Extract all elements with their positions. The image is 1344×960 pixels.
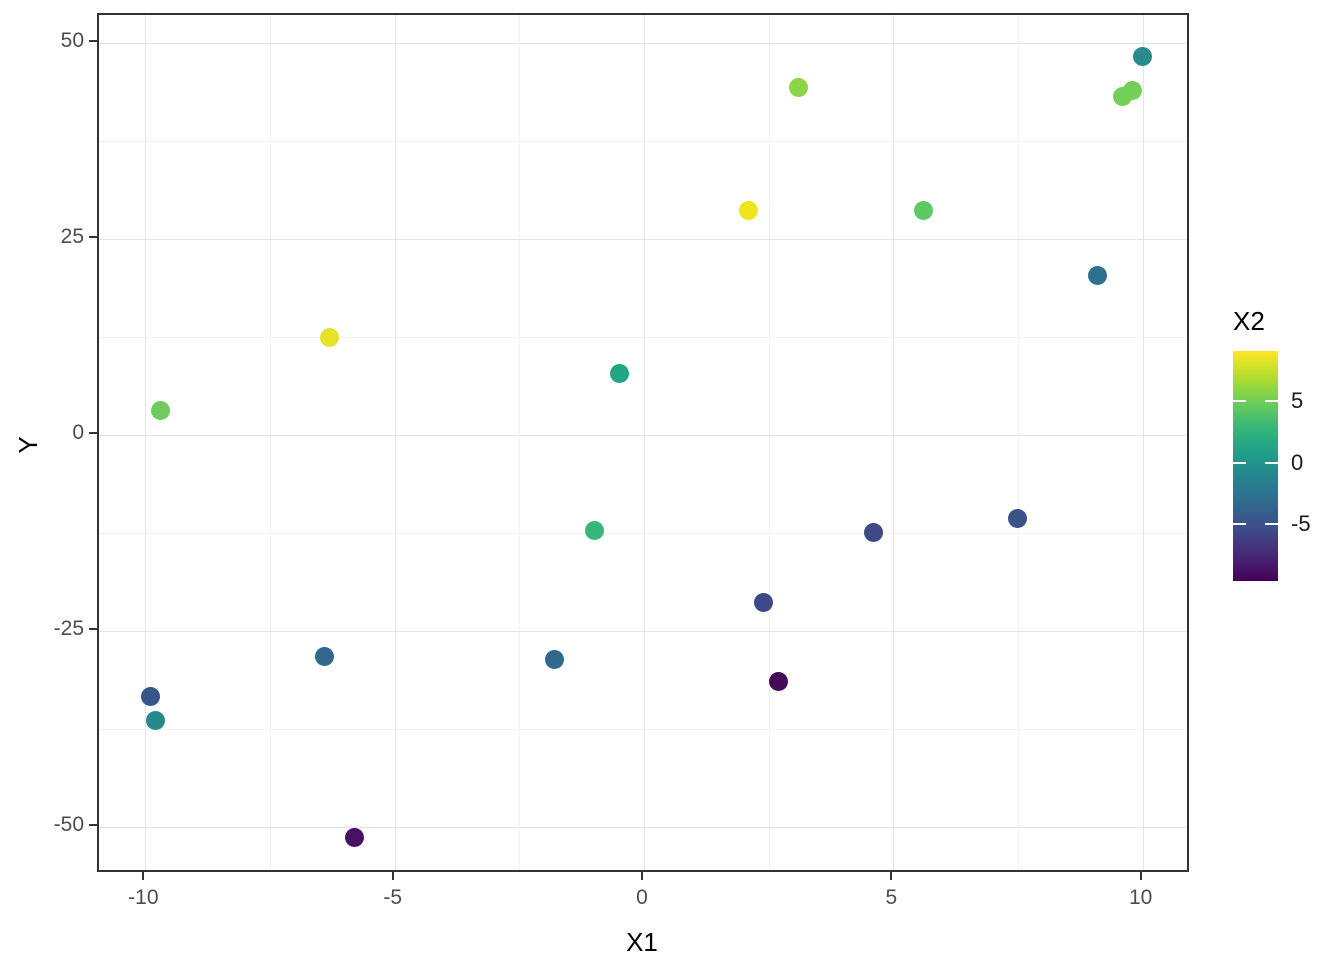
y-axis-tick-label: -25 (53, 617, 84, 641)
x-axis-tick (391, 872, 394, 880)
data-point (1133, 47, 1153, 67)
minor-gridline-y (99, 533, 1187, 535)
x-axis-tick (142, 872, 145, 880)
data-point (345, 828, 365, 848)
y-axis-tick (89, 236, 97, 239)
x-axis-title: X1 (626, 927, 658, 957)
x-axis-tick (641, 872, 643, 880)
y-axis-tick-label: -50 (53, 812, 84, 836)
data-point (754, 593, 774, 613)
major-gridline-x (893, 15, 895, 870)
data-point (544, 649, 564, 669)
major-gridline-x (1142, 15, 1144, 870)
minor-gridline-y (99, 141, 1187, 143)
plot-panel (97, 13, 1189, 872)
major-gridline-y (99, 631, 1187, 633)
legend-tick-mark (1265, 461, 1278, 464)
y-axis-tick (89, 823, 97, 826)
major-gridline-x (394, 15, 396, 870)
legend-tick-mark (1233, 461, 1246, 464)
legend-colorbar (1233, 351, 1278, 581)
data-point (913, 200, 933, 220)
x-axis-tick-label: 0 (636, 886, 648, 909)
y-axis-tick (89, 40, 97, 43)
minor-gridline-x (1017, 15, 1019, 870)
legend-tick-mark (1265, 400, 1278, 403)
data-point (739, 201, 759, 221)
legend-tick-mark (1233, 523, 1246, 526)
legend-tick-label: 0 (1291, 449, 1304, 475)
minor-gridline-x (270, 15, 272, 870)
major-gridline-y (99, 435, 1187, 437)
legend-tick-mark (1265, 523, 1278, 526)
major-gridline-x (145, 15, 147, 870)
x-axis-tick-label: 10 (1128, 886, 1153, 909)
major-gridline-y (99, 43, 1187, 45)
major-gridline-y (99, 239, 1187, 241)
data-point (1123, 80, 1143, 100)
data-point (315, 646, 335, 666)
x-axis-tick (890, 872, 893, 880)
data-point (863, 522, 883, 542)
data-point (1008, 508, 1028, 528)
legend-tick-mark (1233, 400, 1246, 403)
y-axis-tick-label: 25 (60, 225, 84, 249)
x-axis-tick-label: 5 (885, 886, 898, 909)
x-axis-tick-label: -10 (128, 886, 159, 909)
data-point (609, 363, 629, 383)
legend-tick-label: 5 (1291, 388, 1304, 414)
major-gridline-x (644, 15, 645, 870)
y-axis-tick-label: 50 (60, 29, 84, 53)
minor-gridline-y (99, 729, 1187, 730)
data-point (150, 400, 170, 420)
data-point (789, 77, 809, 97)
data-point (145, 710, 165, 730)
minor-gridline-y (99, 337, 1187, 339)
data-point (320, 327, 340, 347)
minor-gridline-x (768, 15, 770, 870)
data-point (769, 671, 789, 691)
minor-gridline-x (519, 15, 521, 870)
x-axis-tick (1139, 872, 1142, 880)
data-point (1088, 265, 1108, 285)
major-gridline-y (99, 826, 1187, 828)
legend-title: X2 (1233, 306, 1265, 336)
x-axis-tick-label: -5 (383, 886, 403, 909)
y-axis-tick (89, 432, 97, 435)
data-point (140, 686, 160, 706)
data-point (584, 521, 604, 541)
y-axis-tick (89, 628, 97, 631)
y-axis-tick-label: 0 (72, 421, 84, 445)
legend-tick-label: -5 (1291, 511, 1311, 537)
